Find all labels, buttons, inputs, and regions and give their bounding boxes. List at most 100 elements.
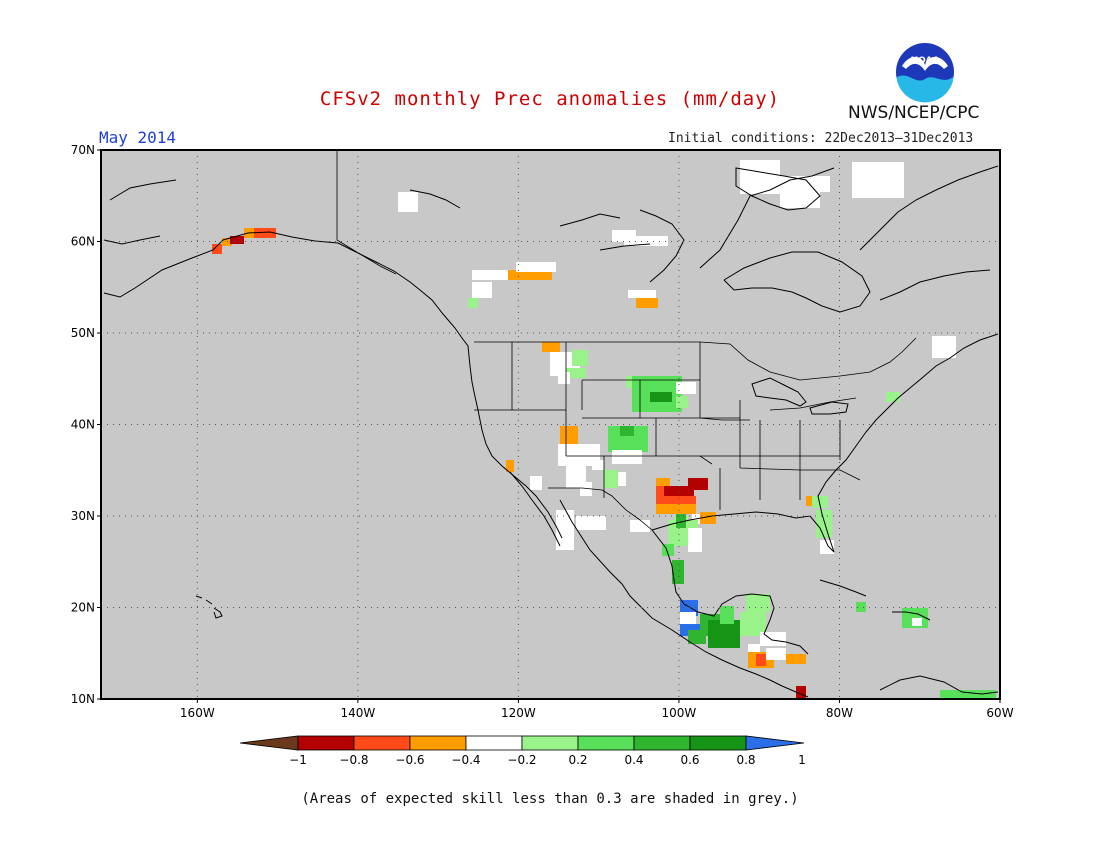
political-borders bbox=[336, 150, 917, 531]
colorbar-label: −0.2 bbox=[507, 753, 536, 767]
anomaly-cell bbox=[786, 654, 806, 664]
anomaly-cell bbox=[932, 336, 956, 358]
anomaly-cell bbox=[398, 192, 418, 212]
y-tick-label: 30N bbox=[71, 509, 95, 523]
anomaly-cell bbox=[612, 450, 642, 464]
anomaly-cell bbox=[676, 382, 696, 394]
colorbar-box bbox=[409, 735, 467, 751]
anomaly-cell bbox=[620, 426, 634, 436]
anomaly-cell bbox=[566, 368, 586, 378]
anomaly-cell bbox=[766, 648, 786, 660]
anomaly-cell bbox=[580, 482, 592, 496]
anomaly-cell bbox=[912, 618, 922, 626]
colorbar-box bbox=[521, 735, 579, 751]
colorbar-label: 0.2 bbox=[568, 753, 587, 767]
anomaly-cell bbox=[812, 496, 828, 508]
x-tick-label: 160W bbox=[180, 706, 215, 720]
initial-conditions-label: Initial conditions: 22Dec2013–31Dec2013 bbox=[668, 131, 974, 146]
colorbar-max-arrow bbox=[745, 735, 805, 751]
anomaly-cell bbox=[668, 496, 696, 506]
x-tick-label: 140W bbox=[340, 706, 375, 720]
anomaly-cell bbox=[700, 512, 716, 524]
anomaly-cell bbox=[756, 654, 766, 666]
anomaly-cell bbox=[604, 470, 618, 488]
colorbar-box bbox=[577, 735, 635, 751]
anomaly-cell bbox=[664, 486, 694, 496]
x-tick-label: 60W bbox=[986, 706, 1013, 720]
colorbar-box bbox=[689, 735, 747, 751]
anomaly-cell bbox=[558, 372, 570, 384]
anomaly-cell bbox=[472, 282, 492, 298]
colorbar-box bbox=[465, 735, 523, 751]
colorbar-label: 0.6 bbox=[680, 753, 699, 767]
skill-note: (Areas of expected skill less than 0.3 a… bbox=[301, 791, 799, 807]
logo-text: NOAA bbox=[911, 56, 940, 66]
colorbar-box bbox=[297, 735, 355, 751]
y-tick-label: 20N bbox=[71, 601, 95, 615]
y-tick-label: 10N bbox=[71, 692, 95, 706]
y-tick-label: 60N bbox=[71, 235, 95, 249]
colorbar-labels: −1 −0.8 −0.6 −0.4 −0.2 0.2 0.4 0.6 0.8 1 bbox=[289, 753, 806, 767]
chart-title: CFSv2 monthly Prec anomalies (mm/day) bbox=[319, 88, 781, 110]
x-tick-label: 120W bbox=[501, 706, 536, 720]
anomaly-cell bbox=[254, 228, 276, 238]
anomaly-cell bbox=[780, 188, 820, 208]
anomaly-cell bbox=[636, 298, 658, 308]
anomaly-cell bbox=[530, 476, 542, 490]
x-axis-ticks: 160W 140W 120W 100W 80W 60W bbox=[180, 699, 1014, 720]
anomaly-cell bbox=[856, 602, 866, 612]
anomaly-cell bbox=[572, 350, 588, 366]
y-tick-label: 70N bbox=[71, 143, 95, 157]
x-tick-label: 80W bbox=[826, 706, 853, 720]
anomaly-cell bbox=[576, 516, 606, 530]
colorbar-box bbox=[353, 735, 411, 751]
precip-anomaly-map: 160W 140W 120W 100W 80W 60W 70N 60N 50N 40N 30N 20… bbox=[71, 143, 1014, 720]
y-tick-label: 50N bbox=[71, 326, 95, 340]
anomaly-cell bbox=[748, 644, 760, 652]
colorbar-boxes bbox=[239, 735, 805, 751]
anomaly-cell bbox=[624, 236, 668, 246]
anomaly-cell bbox=[672, 560, 684, 584]
x-tick-label: 100W bbox=[662, 706, 697, 720]
colorbar-label: −0.8 bbox=[339, 753, 368, 767]
colorbar-label: 0.4 bbox=[624, 753, 643, 767]
coastlines bbox=[103, 165, 999, 698]
anomaly-cell bbox=[796, 686, 806, 698]
anomaly-cell bbox=[212, 244, 222, 254]
y-tick-label: 40N bbox=[71, 418, 95, 432]
anomaly-cell bbox=[688, 528, 702, 552]
anomaly-cell bbox=[468, 298, 478, 308]
colorbar-label: −0.6 bbox=[395, 753, 424, 767]
anomaly-cell bbox=[566, 458, 586, 488]
colorbar-label: 1 bbox=[798, 753, 806, 767]
colorbar-label: −0.4 bbox=[451, 753, 480, 767]
anomaly-cell bbox=[542, 342, 560, 352]
colorbar-label: −1 bbox=[289, 753, 307, 767]
colorbar-min-arrow bbox=[239, 735, 299, 751]
anomaly-cell bbox=[560, 426, 578, 446]
anomaly-cell bbox=[820, 540, 834, 554]
agency-label: NWS/NCEP/CPC bbox=[848, 103, 980, 123]
anomaly-cell bbox=[816, 510, 832, 538]
colorbar: −1 −0.8 −0.6 −0.4 −0.2 0.2 0.4 0.6 0.8 1 bbox=[239, 735, 806, 767]
y-axis-ticks: 70N 60N 50N 40N 30N 20N 10N bbox=[71, 143, 101, 706]
anomaly-cell bbox=[746, 594, 770, 612]
anomaly-cell bbox=[688, 478, 708, 490]
anomaly-cell bbox=[680, 612, 696, 626]
anomaly-cell bbox=[472, 270, 508, 280]
anomaly-cell bbox=[676, 396, 688, 408]
anomaly-cell bbox=[708, 620, 740, 648]
anomaly-cell bbox=[886, 392, 900, 402]
month-label: May 2014 bbox=[99, 128, 177, 147]
anomaly-cell bbox=[656, 504, 696, 514]
anomaly-cell bbox=[630, 520, 650, 532]
anomaly-cell bbox=[650, 392, 672, 402]
anomaly-cell bbox=[852, 162, 904, 198]
anomaly-cell bbox=[516, 262, 556, 272]
anomaly-cell bbox=[556, 510, 574, 550]
anomaly-cell bbox=[506, 460, 514, 472]
anomaly-cell bbox=[720, 606, 734, 624]
map-background bbox=[101, 150, 1000, 699]
anomaly-cell bbox=[676, 514, 686, 528]
anomaly-cell bbox=[628, 290, 656, 298]
